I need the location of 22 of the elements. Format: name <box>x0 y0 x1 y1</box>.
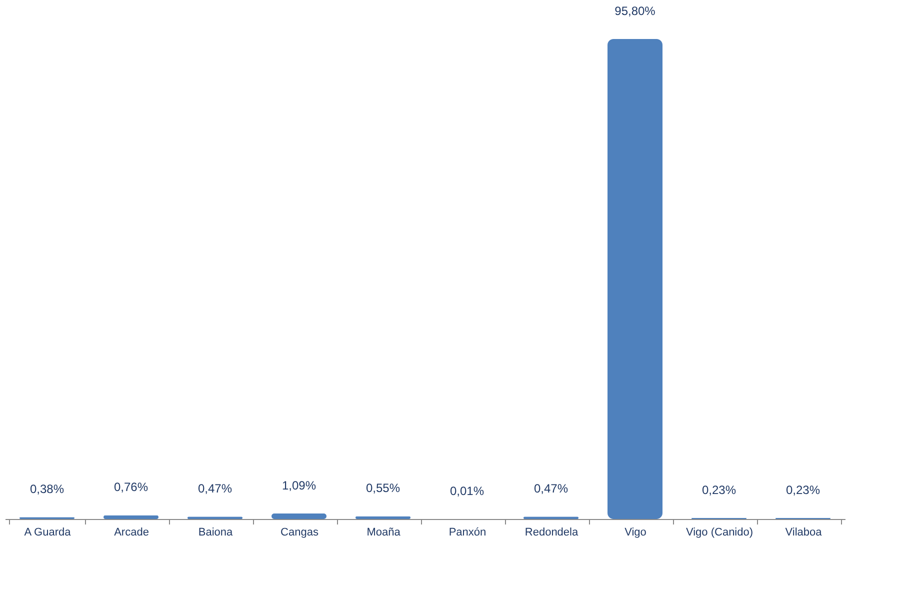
x-tick-label: Vigo (Canido) <box>686 526 754 538</box>
x-tick-label: Baiona <box>198 526 234 538</box>
data-label: 0,38% <box>30 482 64 496</box>
x-tick-label: Redondela <box>524 526 579 538</box>
data-label: 1,09% <box>282 478 316 493</box>
x-tick-label: Vigo <box>624 526 646 538</box>
data-label: 0,23% <box>786 482 820 497</box>
data-label: 0,01% <box>450 484 484 498</box>
x-tick-label: Panxón <box>448 526 486 538</box>
data-label: 0,23% <box>702 482 736 497</box>
x-tick-label: Arcade <box>114 526 149 538</box>
x-tick-label: A Guarda <box>24 526 72 538</box>
data-label: 95,80% <box>614 4 656 18</box>
x-tick-label: Moaña <box>366 526 402 538</box>
bar <box>272 514 326 519</box>
bar <box>608 39 662 519</box>
data-label: 0,47% <box>198 482 232 496</box>
x-tick-label: Cangas <box>280 526 319 538</box>
data-label: 0,55% <box>366 481 400 496</box>
data-label: 0,76% <box>114 480 148 494</box>
data-label: 0,47% <box>534 482 568 496</box>
x-tick-label: Vilaboa <box>785 526 823 538</box>
